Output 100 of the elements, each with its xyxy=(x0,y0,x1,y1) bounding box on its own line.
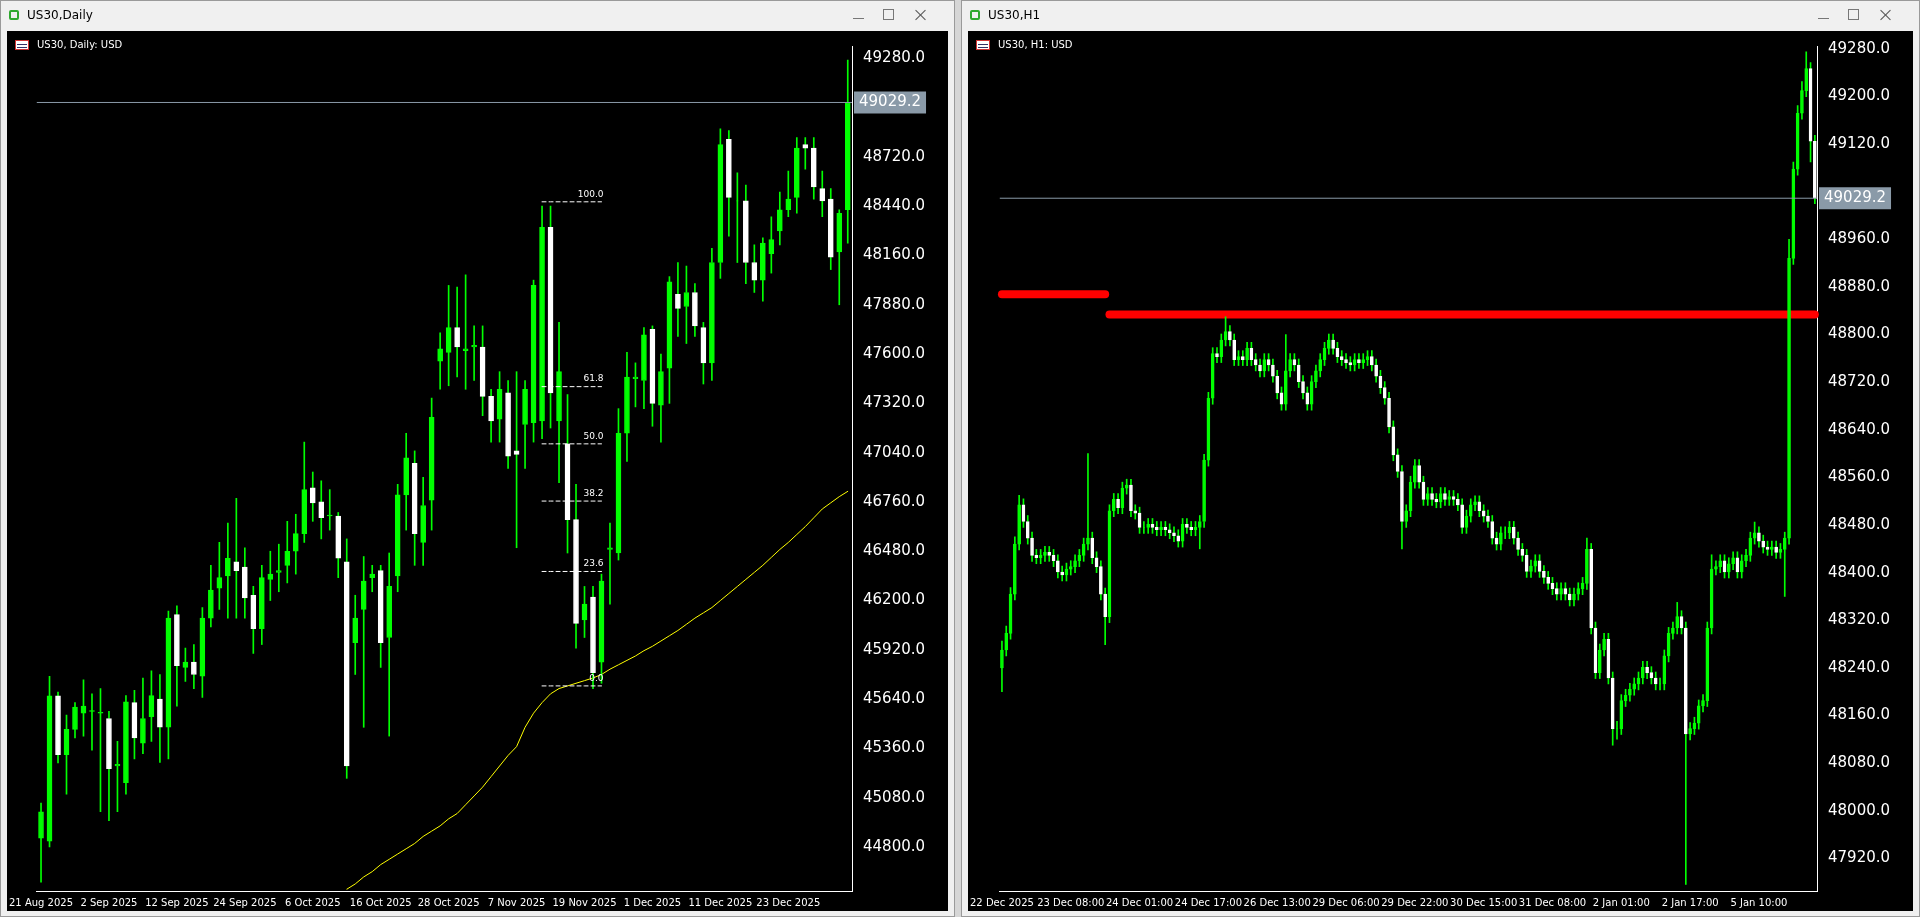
candlestick xyxy=(1210,347,1215,405)
candlestick xyxy=(1314,364,1318,388)
candlestick xyxy=(1782,531,1787,597)
chart-subtitle: US30, Daily: USD xyxy=(37,39,123,50)
candlestick xyxy=(1490,515,1495,545)
ref-line-label: 49029.2 xyxy=(1824,188,1887,207)
candlestick xyxy=(1511,521,1516,545)
series-label: 50.0 xyxy=(583,430,604,441)
candlestick xyxy=(1499,526,1503,551)
chart-title: US30,H1 xyxy=(988,8,1041,22)
candlestick xyxy=(258,564,265,645)
candlestick xyxy=(140,677,146,755)
x-tick-label: 2 Jan 01:00 xyxy=(1592,896,1650,908)
candlestick xyxy=(1159,521,1163,537)
candlestick xyxy=(1460,498,1464,534)
candlestick xyxy=(785,170,792,218)
candlestick xyxy=(1068,560,1073,576)
candlestick xyxy=(225,522,231,619)
y-tick-label: 48480.0 xyxy=(1828,514,1891,533)
candlestick xyxy=(437,332,443,390)
candlestick xyxy=(1258,358,1262,378)
candlestick xyxy=(1374,358,1378,383)
candlestick xyxy=(1172,526,1176,543)
candlestick xyxy=(522,380,528,469)
series-label: 23.6 xyxy=(583,558,604,569)
y-tick-label: 45920.0 xyxy=(863,639,926,658)
candlestick xyxy=(793,137,800,214)
x-tick-label: 29 Dec 22:00 xyxy=(1381,896,1449,908)
candlestick xyxy=(1572,587,1576,607)
candlestick xyxy=(1640,660,1645,685)
x-tick-label: 23 Dec 08:00 xyxy=(1037,896,1105,908)
candlestick xyxy=(1486,509,1490,528)
candlestick xyxy=(1705,621,1710,707)
candlestick xyxy=(1000,640,1004,692)
candlestick xyxy=(1602,633,1606,657)
x-tick-label: 31 Dec 08:00 xyxy=(1518,896,1587,908)
candlestick xyxy=(1589,543,1594,635)
candlestick xyxy=(1370,350,1374,372)
candlestick xyxy=(1219,333,1224,363)
candlestick xyxy=(1228,325,1232,347)
y-tick-label: 47600.0 xyxy=(863,343,926,362)
candlestick xyxy=(1185,518,1189,534)
y-tick-label: 49120.0 xyxy=(1828,134,1891,153)
candlestick xyxy=(810,137,817,200)
candlestick xyxy=(1576,582,1581,601)
candlestick xyxy=(284,520,291,584)
x-tick-label: 6 Oct 2025 xyxy=(285,896,341,908)
candlestick xyxy=(174,605,180,707)
candlestick xyxy=(1585,537,1589,590)
candlestick xyxy=(1232,333,1237,366)
candlestick xyxy=(318,480,325,540)
candlestick xyxy=(1073,554,1077,573)
candlestick xyxy=(275,543,282,593)
candlestick xyxy=(1013,536,1017,601)
candlestick xyxy=(1546,571,1551,590)
y-tick-label: 47040.0 xyxy=(863,442,926,461)
candlestick xyxy=(1632,677,1637,696)
x-tick-label: 24 Sep 2025 xyxy=(213,896,277,908)
candlestick xyxy=(1619,694,1624,735)
candlestick xyxy=(1043,546,1047,562)
y-tick-label: 44800.0 xyxy=(863,836,926,855)
candlestick xyxy=(1240,350,1245,366)
candlestick xyxy=(38,802,44,883)
candlestick xyxy=(1288,353,1292,378)
candlestick xyxy=(326,489,333,531)
candlestick xyxy=(377,564,384,668)
candlestick xyxy=(1129,478,1133,518)
candlestick xyxy=(819,170,826,218)
candlestick xyxy=(1344,353,1348,369)
candlestick xyxy=(1628,682,1632,702)
y-tick-label: 48400.0 xyxy=(1828,562,1891,581)
candlestick xyxy=(1099,560,1103,601)
candlestick xyxy=(157,674,163,763)
candlestick xyxy=(1671,621,1675,640)
candlestick xyxy=(1387,392,1391,434)
candlestick xyxy=(1301,375,1305,400)
candlestick xyxy=(1400,465,1404,550)
candlestick xyxy=(1662,649,1667,691)
x-tick-label: 2 Jan 17:00 xyxy=(1661,896,1719,908)
y-tick-label: 46760.0 xyxy=(863,491,926,510)
candlestick xyxy=(1331,333,1335,355)
candlestick xyxy=(1468,498,1473,523)
y-tick-label: 48640.0 xyxy=(1828,419,1891,438)
y-tick-label: 48440.0 xyxy=(863,196,926,215)
y-tick-label: 48000.0 xyxy=(1828,800,1891,819)
candlestick xyxy=(1197,515,1202,550)
candlestick xyxy=(1004,625,1009,657)
candlestick xyxy=(352,594,359,675)
candlestick xyxy=(1086,453,1090,551)
x-tick-label: 26 Dec 13:00 xyxy=(1243,896,1311,908)
candlestick xyxy=(1473,495,1477,512)
candlestick xyxy=(1559,582,1563,601)
x-tick-label: 19 Nov 2025 xyxy=(552,896,617,908)
candlestick xyxy=(1542,565,1546,584)
candlestick xyxy=(1787,239,1791,545)
candlestick xyxy=(309,471,316,522)
candlestick xyxy=(1731,551,1735,570)
candlestick xyxy=(1339,350,1344,366)
candlestick xyxy=(1090,531,1095,565)
candlestick xyxy=(692,283,698,337)
